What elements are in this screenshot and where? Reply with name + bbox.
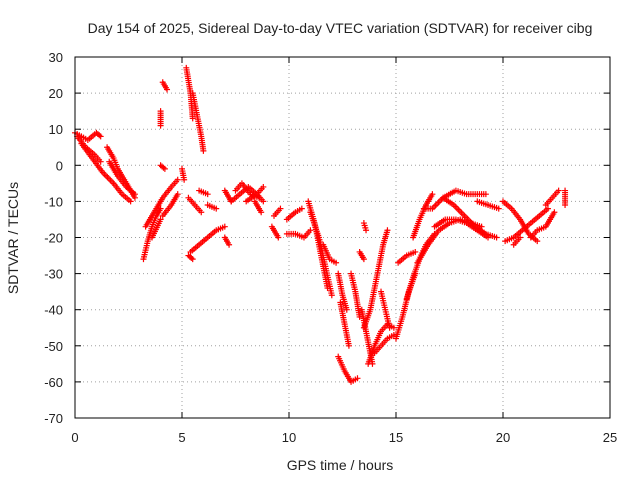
y-tick-label: -10 [44,194,63,209]
data-point [482,191,489,198]
data-point [200,147,207,154]
data-point [343,306,350,313]
data-point [260,198,267,205]
data-point [493,234,500,241]
y-tick-label: -50 [44,339,63,354]
data-point [562,202,569,209]
data-point [363,227,370,234]
plot-frame [74,56,611,419]
data-point [174,176,181,183]
x-tick-label: 20 [496,430,510,445]
data-point [360,256,367,263]
data-point [161,165,168,172]
data-point [277,205,284,212]
data-point [275,234,282,241]
data-point [157,216,164,223]
data-point [345,342,352,349]
data-marks [72,64,569,385]
data-point [164,86,171,93]
data-point [226,241,233,248]
x-tick-label: 25 [603,430,617,445]
x-tick-label: 5 [178,430,185,445]
data-point [386,324,393,331]
data-point [544,205,551,212]
data-point [189,256,196,263]
data-point [131,191,138,198]
x-axis-title: GPS time / hours [287,457,394,473]
data-point [354,375,361,382]
data-point [260,183,267,190]
data-point [517,234,524,241]
x-tick-label: 10 [282,430,296,445]
data-point [97,133,104,140]
y-axis-title: SDTVAR / TECUs [5,182,21,294]
data-point [213,205,220,212]
y-tick-label: -60 [44,375,63,390]
data-point [333,259,340,266]
data-point [485,234,492,241]
data-point [307,227,314,234]
data-point [97,158,104,165]
data-point [157,122,164,129]
y-tick-label: -40 [44,303,63,318]
x-tick-label: 15 [389,430,403,445]
data-point [555,187,562,194]
chart-title: Day 154 of 2025, Sidereal Day-to-day VTE… [88,20,593,36]
data-point [198,209,205,216]
y-tick-label: 30 [49,50,63,65]
y-tick-label: -20 [44,231,63,246]
data-point [258,209,265,216]
data-point [534,238,541,245]
grid-layer [75,57,610,418]
data-point [127,198,134,205]
data-point [429,191,436,198]
data-point [181,176,188,183]
y-tick-label: 0 [56,158,63,173]
data-point [174,191,181,198]
y-tick-label: 10 [49,122,63,137]
data-point [204,191,211,198]
y-tick-label: 20 [49,86,63,101]
data-point [356,313,363,320]
data-point [412,248,419,255]
y-tick-label: -70 [44,411,63,426]
data-point [189,115,196,122]
data-point [384,227,391,234]
data-point [221,223,228,230]
data-point [298,205,305,212]
x-tick-label: 0 [71,430,78,445]
data-point [328,292,335,299]
data-point [495,205,502,212]
y-tick-label: -30 [44,267,63,282]
data-point [551,209,558,216]
